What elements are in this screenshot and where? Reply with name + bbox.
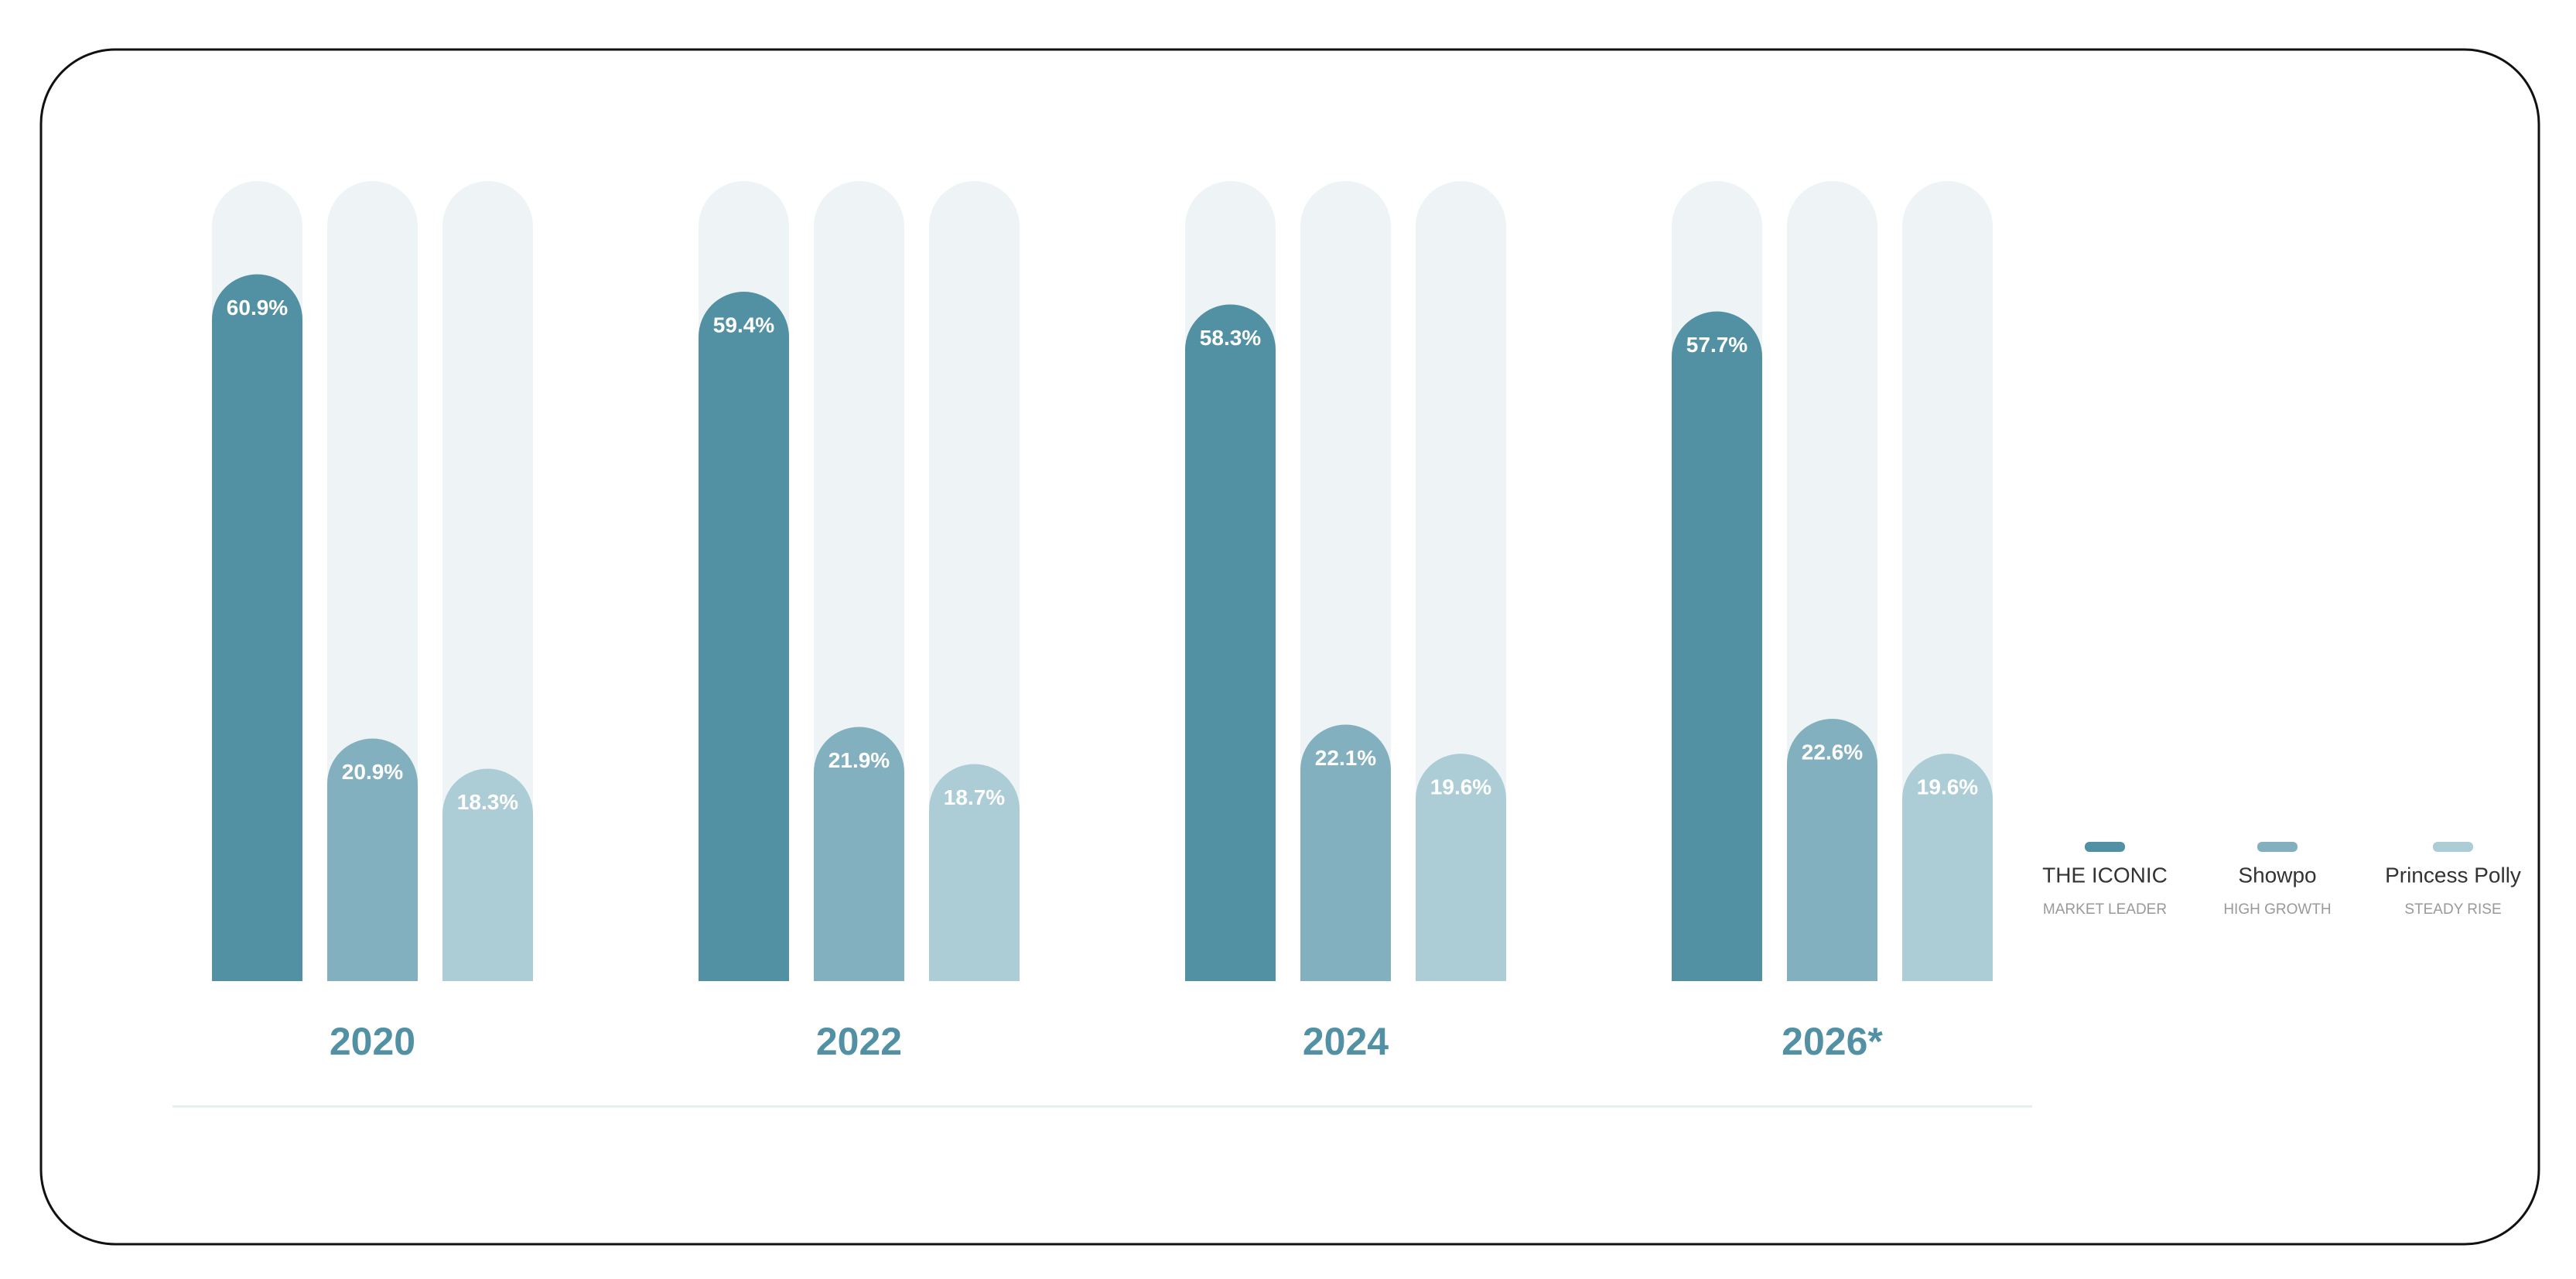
legend-label: Princess Polly (2385, 863, 2521, 887)
bar (929, 764, 1020, 981)
legend-tagline: STEADY RISE (2404, 901, 2501, 918)
legend-swatch (2085, 842, 2125, 852)
value-label: 22.6% (1802, 740, 1863, 764)
x-tick-label: 2026* (1782, 1020, 1883, 1063)
bar (699, 292, 789, 981)
bar (1185, 304, 1276, 982)
value-label: 19.6% (1917, 775, 1978, 799)
legend-swatch (2257, 842, 2298, 852)
bar (442, 768, 533, 981)
value-label: 18.7% (944, 785, 1005, 809)
bar (1672, 311, 1762, 982)
value-label: 22.1% (1315, 746, 1376, 770)
value-label: 19.6% (1430, 775, 1491, 799)
bar (327, 738, 418, 981)
bar (1416, 754, 1506, 981)
value-label: 21.9% (828, 748, 890, 772)
x-tick-label: 2024 (1303, 1020, 1389, 1063)
bar (1787, 719, 1877, 981)
value-label: 57.7% (1686, 333, 1748, 357)
x-tick-label: 2020 (330, 1020, 415, 1063)
legend-label: Showpo (2238, 863, 2316, 887)
x-tick-label: 2022 (816, 1020, 902, 1063)
legend-tagline: HIGH GROWTH (2223, 901, 2331, 918)
legend-label: THE ICONIC (2042, 863, 2168, 887)
value-label: 58.3% (1200, 326, 1261, 350)
bar (814, 727, 904, 981)
value-label: 59.4% (713, 313, 774, 337)
legend-swatch (2433, 842, 2473, 852)
bar (1300, 724, 1391, 981)
value-label: 20.9% (342, 760, 403, 784)
legend-tagline: MARKET LEADER (2043, 901, 2167, 918)
value-label: 18.3% (457, 790, 518, 814)
bar (1902, 754, 1993, 981)
bar (212, 274, 302, 981)
value-label: 60.9% (227, 296, 288, 320)
